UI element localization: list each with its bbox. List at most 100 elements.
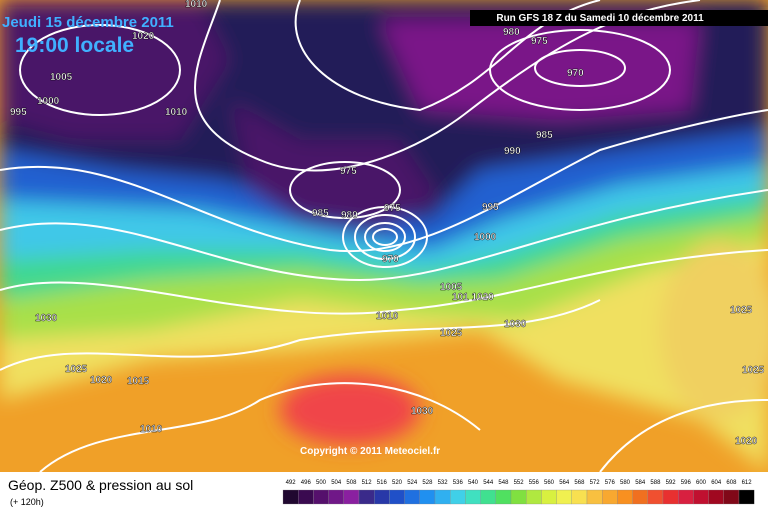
colorbar-cell (662, 489, 679, 505)
colorbar-cell (374, 489, 390, 505)
colorbar-label: 612 (742, 480, 753, 486)
colorbar-cell (404, 489, 420, 505)
colorbar-cell (450, 489, 466, 505)
colorbar-cell (541, 489, 557, 505)
isobar-label: 1010 (376, 311, 399, 322)
colorbar-label: 492 (286, 480, 297, 486)
colorbar-label: 564 (559, 480, 570, 486)
colorbar-label: 536 (453, 480, 464, 486)
isobar-label: 970 (567, 68, 584, 79)
colorbar-cell (419, 489, 436, 505)
colorbar-cell (602, 489, 618, 505)
colorbar-cell (480, 489, 496, 505)
colorbar-label: 572 (590, 480, 601, 486)
isobar-label: 1025 (742, 365, 765, 376)
colorbar-cell (708, 489, 724, 505)
colorbar-label: 552 (514, 480, 525, 486)
isobar-label: 995 (482, 202, 499, 213)
colorbar-cell (678, 489, 694, 505)
time: 19:00 locale (15, 34, 134, 57)
isobar-label: 975 (384, 203, 401, 214)
isobar-label: 1025 (440, 328, 463, 339)
colorbar-cell (434, 489, 451, 505)
map-field (0, 0, 768, 473)
isobar-label: 1005 (50, 72, 73, 83)
isobar-label: 1020 (735, 436, 758, 447)
colorbar-label: 548 (498, 480, 509, 486)
colorbar-cell (358, 489, 375, 505)
legend-subtitle: (+ 120h) (10, 497, 44, 507)
colorbar-label: 540 (468, 480, 479, 486)
isobar-label: 1015 (127, 376, 150, 387)
isobar-labels: 1010 1020 1005 1000 995 1010 980 975 970 985 990 97… (10, 0, 765, 447)
colorbar-label: 504 (331, 480, 342, 486)
colorbar-label: 544 (483, 480, 494, 486)
colorbar-label: 596 (681, 480, 692, 486)
colorbar-cell (298, 489, 314, 505)
colorbar-label: 524 (407, 480, 418, 486)
isobar-label: 1005 (440, 282, 463, 293)
colorbar-cell (556, 489, 572, 505)
colorbar-cell (723, 489, 740, 505)
colorbar-cell (389, 489, 405, 505)
colorbar-cell (571, 489, 588, 505)
isobar-label: 1020 (90, 375, 113, 386)
colorbar-label: 532 (438, 480, 449, 486)
colorbar: 492 496 500 504 508 512 516 520 524 528 532 536 540 5… (282, 480, 755, 505)
colorbar-label: 556 (529, 480, 540, 486)
isobar-label: 985 (536, 130, 553, 141)
colorbar-label: 516 (377, 480, 388, 486)
legend-title: Géop. Z500 & pression au sol (8, 477, 193, 493)
colorbar-label: 500 (316, 480, 327, 486)
colorbar-cell (586, 489, 603, 505)
colorbar-label: 508 (346, 480, 357, 486)
run-info: Run GFS 18 Z du Samedi 10 décembre 2011 (496, 13, 704, 24)
colorbar-label: 592 (666, 480, 677, 486)
colorbar-label: 496 (301, 480, 312, 486)
isobar-label: 975 (340, 166, 357, 177)
isobar-label: 990 (504, 146, 521, 157)
colorbar-cell (617, 489, 633, 505)
colorbar-cell (632, 489, 648, 505)
isobar-label: 1010 (140, 424, 163, 435)
isobar-label: 980 (341, 210, 358, 221)
colorbar-cell (495, 489, 512, 505)
colorbar-cell (313, 489, 329, 505)
colorbar-label: 604 (711, 480, 722, 486)
isobar-label: 985 (312, 208, 329, 219)
colorbar-cell (510, 489, 527, 505)
colorbar-label: 560 (544, 480, 555, 486)
colorbar-label: 520 (392, 480, 403, 486)
run-box (470, 10, 768, 26)
isobar-label: 1030 (35, 313, 58, 324)
colorbar-cell (738, 489, 755, 505)
colorbar-cell (465, 489, 481, 505)
isobar-label: 1000 (37, 96, 60, 107)
colorbar-label: 600 (696, 480, 707, 486)
isobar-label: 995 (10, 107, 27, 118)
isobar-label: 975 (531, 36, 548, 47)
date: Jeudi 15 décembre 2011 (2, 14, 174, 31)
colorbar-cell (282, 489, 299, 505)
colorbar-label: 580 (620, 480, 631, 486)
isobar-label: 970 (382, 254, 399, 265)
colorbar-cell (343, 489, 360, 505)
colorbar-cell (328, 489, 344, 505)
colorbar-label: 512 (362, 480, 373, 486)
colorbar-cell (526, 489, 542, 505)
isobar-label: 1010 (185, 0, 208, 10)
isobar-label: 1025 (65, 364, 88, 375)
isobar-label: 101 1020 (452, 292, 494, 303)
colorbar-cell (647, 489, 664, 505)
isobar-label: 1000 (474, 232, 497, 243)
colorbar-label: 528 (422, 480, 433, 486)
colorbar-label: 568 (574, 480, 585, 486)
colorbar-label: 588 (650, 480, 661, 486)
colorbar-label: 576 (605, 480, 616, 486)
isobar-label: 1030 (411, 406, 434, 417)
isobar-label: 1030 (504, 319, 527, 330)
colorbar-cell (693, 489, 709, 505)
isobar-label: 1020 (132, 31, 155, 42)
